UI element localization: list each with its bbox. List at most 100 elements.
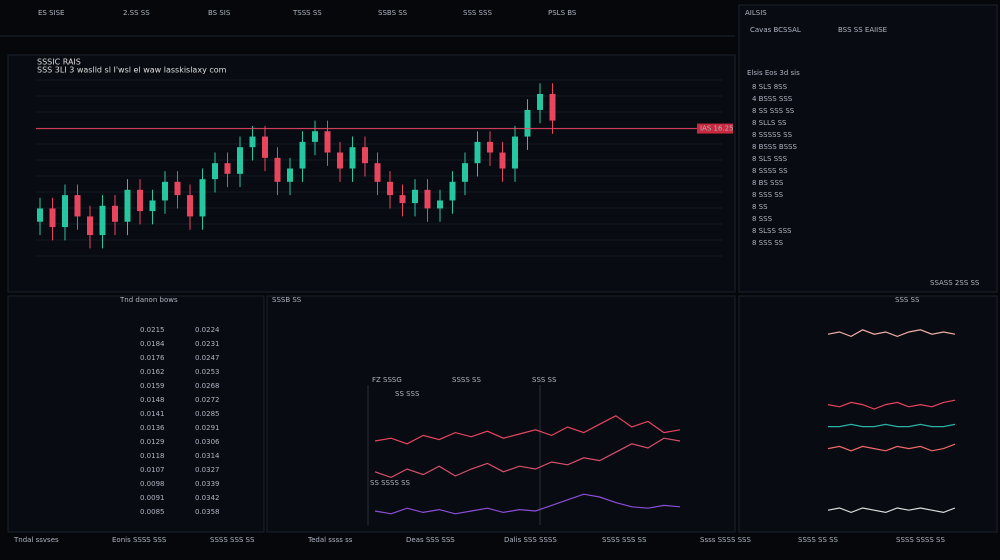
sidebar-row: 4 BSSS SSS <box>752 95 793 103</box>
candle-body <box>324 131 331 153</box>
candle-body <box>474 141 481 164</box>
candle-body <box>62 195 68 228</box>
candle-body <box>99 205 106 236</box>
sidebar-title: AILSIS <box>745 9 767 17</box>
candle-body <box>249 136 256 148</box>
ask: 0.0291 <box>195 424 220 432</box>
bid: 0.0141 <box>140 410 165 418</box>
line-series <box>827 399 956 410</box>
bid: 0.0091 <box>140 494 165 502</box>
bid: 0.0162 <box>140 368 165 376</box>
bid: 0.0176 <box>140 354 165 362</box>
candle-body <box>299 141 306 169</box>
price-tag <box>697 123 733 134</box>
top-item: SSBS SS <box>378 9 408 17</box>
tab: SSSS SS <box>452 376 481 384</box>
footer-item: Tndal ssvses <box>13 536 59 544</box>
line-series <box>374 415 681 445</box>
candle-body <box>287 168 293 182</box>
bid: 0.0215 <box>140 326 165 334</box>
right-panel <box>738 295 998 533</box>
candle-body <box>162 181 168 201</box>
sidebar-row: 8 SSSSS SS <box>752 131 793 139</box>
candle-body <box>512 136 518 169</box>
sidebar-row: 8 SLS 8SS <box>752 83 788 91</box>
ask: 0.0358 <box>195 508 220 516</box>
candle-body <box>537 93 543 110</box>
footer-item: Eonis SSSS SSS <box>112 536 167 544</box>
bid: 0.0159 <box>140 382 165 390</box>
ask: 0.0231 <box>195 340 220 348</box>
footer-item: Deas SSS SSS <box>406 536 455 544</box>
price-label: IAS 16.25 <box>700 125 734 133</box>
analysis-title: SSSB SS <box>272 296 302 304</box>
candle-body <box>337 152 343 169</box>
candle-body <box>524 109 531 137</box>
right-title: SSS SS <box>895 296 920 304</box>
bid: 0.0098 <box>140 480 165 488</box>
sidebar-row: 8 SLSS SSS <box>752 227 792 235</box>
sidebar-row: 8 SSSS SS <box>752 167 788 175</box>
candle-body <box>137 189 143 212</box>
sidebar-row: 8 SSS SS <box>752 191 784 199</box>
candle-body <box>224 163 231 174</box>
candle-body <box>262 136 268 158</box>
line-series <box>827 329 956 338</box>
candle-body <box>37 208 43 222</box>
ask: 0.0224 <box>195 326 220 334</box>
main-panel <box>7 54 736 293</box>
top-item: BS SIS <box>208 9 231 17</box>
candle-body <box>49 208 56 228</box>
sidebar-row: 8 SS SSS SS <box>752 107 795 115</box>
footer-item: Ssss SSSS SSS <box>700 536 751 544</box>
footer-item: SSSS SSS SS <box>602 536 647 544</box>
sidebar-row: 8 SS <box>752 203 768 211</box>
bid: 0.0118 <box>140 452 165 460</box>
candle-body <box>449 181 456 201</box>
badge: SS SSS <box>395 390 420 398</box>
sidebar-row: 8 SLLS SS <box>752 119 787 127</box>
top-item: PSLS BS <box>548 9 577 17</box>
candle-body <box>112 205 118 222</box>
ask: 0.0247 <box>195 354 220 362</box>
candle-body <box>274 157 281 182</box>
candle-body <box>149 200 156 212</box>
sidebar-row: 8 SLS SSS <box>752 155 788 163</box>
candle-body <box>237 147 243 174</box>
sidebar-section: Elsis Eos 3d sis <box>747 69 800 77</box>
analysis-panel <box>266 295 736 533</box>
candle-body <box>174 181 181 196</box>
candle-body <box>462 163 468 182</box>
candle-body <box>487 141 493 153</box>
line-series <box>827 443 956 452</box>
footer-item: SSSS SSS SS <box>210 536 255 544</box>
tab: SSS SS <box>532 376 557 384</box>
bid: 0.0085 <box>140 508 165 516</box>
bid: 0.0107 <box>140 466 165 474</box>
sidebar-row: 8 BSSS BSSS <box>752 143 797 151</box>
candle-body <box>424 189 431 209</box>
sidebar-row: 8 BS SSS <box>752 179 784 187</box>
footer-item: Dalis SSS SSSS <box>504 536 557 544</box>
candle-body <box>387 181 393 196</box>
sidebar-row: 8 SSS <box>752 215 773 223</box>
order-book-panel <box>7 295 265 533</box>
line-series <box>828 423 956 428</box>
line-series <box>374 493 681 515</box>
candle-body <box>199 179 206 217</box>
candle-body <box>499 152 506 169</box>
candle-body <box>374 163 381 182</box>
ask: 0.0342 <box>195 494 220 502</box>
candle-body <box>87 216 93 236</box>
chart-title: SSSIC RAIS <box>37 58 81 67</box>
ask: 0.0306 <box>195 438 220 446</box>
candle-body <box>349 147 356 169</box>
sidebar-sub: BSS SS EAIISE <box>838 26 887 34</box>
ask: 0.0272 <box>195 396 220 404</box>
badge: SS SSSS SS <box>370 479 411 487</box>
ask: 0.0327 <box>195 466 220 474</box>
candle-body <box>212 163 218 180</box>
line-series <box>827 507 956 514</box>
ask: 0.0339 <box>195 480 220 488</box>
